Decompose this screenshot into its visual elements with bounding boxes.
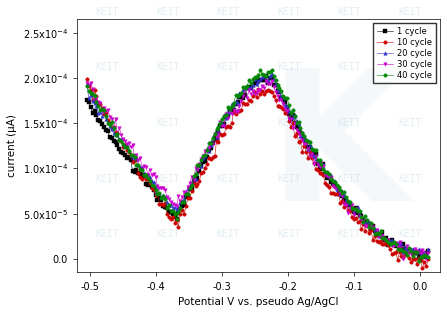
30 cycle <box>90 87 95 91</box>
10 cycle <box>388 247 393 251</box>
Text: KEIT: KEIT <box>156 230 180 240</box>
20 cycle <box>424 253 429 257</box>
Text: KEIT: KEIT <box>96 118 119 128</box>
Text: KEIT: KEIT <box>96 230 119 240</box>
10 cycle <box>124 148 130 152</box>
40 cycle <box>389 241 395 245</box>
1 cycle <box>263 74 269 78</box>
1 cycle <box>84 98 89 102</box>
30 cycle <box>84 81 89 85</box>
1 cycle <box>155 198 160 202</box>
Text: KEIT: KEIT <box>216 230 240 240</box>
1 cycle <box>124 157 130 160</box>
30 cycle <box>424 257 429 261</box>
30 cycle <box>155 184 160 187</box>
30 cycle <box>426 251 431 255</box>
40 cycle <box>416 259 422 263</box>
30 cycle <box>416 250 422 254</box>
Legend: 1 cycle, 10 cycle, 20 cycle, 30 cycle, 40 cycle: 1 cycle, 10 cycle, 20 cycle, 30 cycle, 4… <box>373 23 436 83</box>
Text: KEIT: KEIT <box>277 118 300 128</box>
10 cycle <box>90 98 95 102</box>
40 cycle <box>155 192 160 196</box>
Text: KEIT: KEIT <box>337 174 361 184</box>
20 cycle <box>269 72 274 76</box>
Text: KEIT: KEIT <box>277 174 300 184</box>
30 cycle <box>263 79 269 83</box>
20 cycle <box>416 247 422 251</box>
Line: 10 cycle: 10 cycle <box>85 78 430 270</box>
40 cycle <box>418 255 423 259</box>
40 cycle <box>269 68 274 72</box>
Text: KEIT: KEIT <box>337 62 361 72</box>
40 cycle <box>84 84 89 88</box>
Y-axis label: current (µA): current (µA) <box>7 114 17 177</box>
30 cycle <box>124 142 130 146</box>
20 cycle <box>426 247 431 251</box>
Text: KEIT: KEIT <box>398 174 422 184</box>
Text: KEIT: KEIT <box>398 118 422 128</box>
Text: KEIT: KEIT <box>277 62 300 72</box>
Text: KEIT: KEIT <box>337 230 361 240</box>
X-axis label: Potential V vs. pseudo Ag/AgCl: Potential V vs. pseudo Ag/AgCl <box>178 297 339 307</box>
10 cycle <box>420 266 425 270</box>
1 cycle <box>389 239 395 242</box>
Text: K: K <box>269 63 409 239</box>
10 cycle <box>414 262 419 265</box>
10 cycle <box>155 192 160 196</box>
1 cycle <box>426 250 431 253</box>
1 cycle <box>90 111 95 115</box>
1 cycle <box>214 138 219 141</box>
40 cycle <box>214 127 219 131</box>
Text: KEIT: KEIT <box>96 174 119 184</box>
Text: KEIT: KEIT <box>277 7 300 17</box>
40 cycle <box>124 145 130 149</box>
Text: KEIT: KEIT <box>156 7 180 17</box>
40 cycle <box>90 93 95 96</box>
30 cycle <box>389 244 395 247</box>
20 cycle <box>155 184 160 188</box>
Text: KEIT: KEIT <box>398 7 422 17</box>
40 cycle <box>426 255 431 259</box>
20 cycle <box>84 82 89 86</box>
Line: 20 cycle: 20 cycle <box>85 72 430 257</box>
Text: KEIT: KEIT <box>156 118 180 128</box>
1 cycle <box>416 255 422 259</box>
Text: KEIT: KEIT <box>156 62 180 72</box>
20 cycle <box>90 99 95 102</box>
Text: KEIT: KEIT <box>156 174 180 184</box>
Text: KEIT: KEIT <box>216 7 240 17</box>
10 cycle <box>426 257 431 261</box>
Text: KEIT: KEIT <box>216 174 240 184</box>
Text: KEIT: KEIT <box>337 118 361 128</box>
Line: 40 cycle: 40 cycle <box>85 69 430 262</box>
20 cycle <box>214 135 219 139</box>
Text: KEIT: KEIT <box>398 230 422 240</box>
Text: KEIT: KEIT <box>216 118 240 128</box>
Line: 1 cycle: 1 cycle <box>85 74 430 259</box>
Text: KEIT: KEIT <box>216 62 240 72</box>
10 cycle <box>84 77 89 81</box>
10 cycle <box>214 140 219 143</box>
1 cycle <box>418 250 423 254</box>
Text: KEIT: KEIT <box>337 7 361 17</box>
Text: KEIT: KEIT <box>96 62 119 72</box>
30 cycle <box>214 135 219 139</box>
Line: 30 cycle: 30 cycle <box>85 79 430 261</box>
20 cycle <box>124 143 130 147</box>
Text: KEIT: KEIT <box>398 62 422 72</box>
Text: KEIT: KEIT <box>277 230 300 240</box>
20 cycle <box>389 238 395 241</box>
Text: KEIT: KEIT <box>96 7 119 17</box>
